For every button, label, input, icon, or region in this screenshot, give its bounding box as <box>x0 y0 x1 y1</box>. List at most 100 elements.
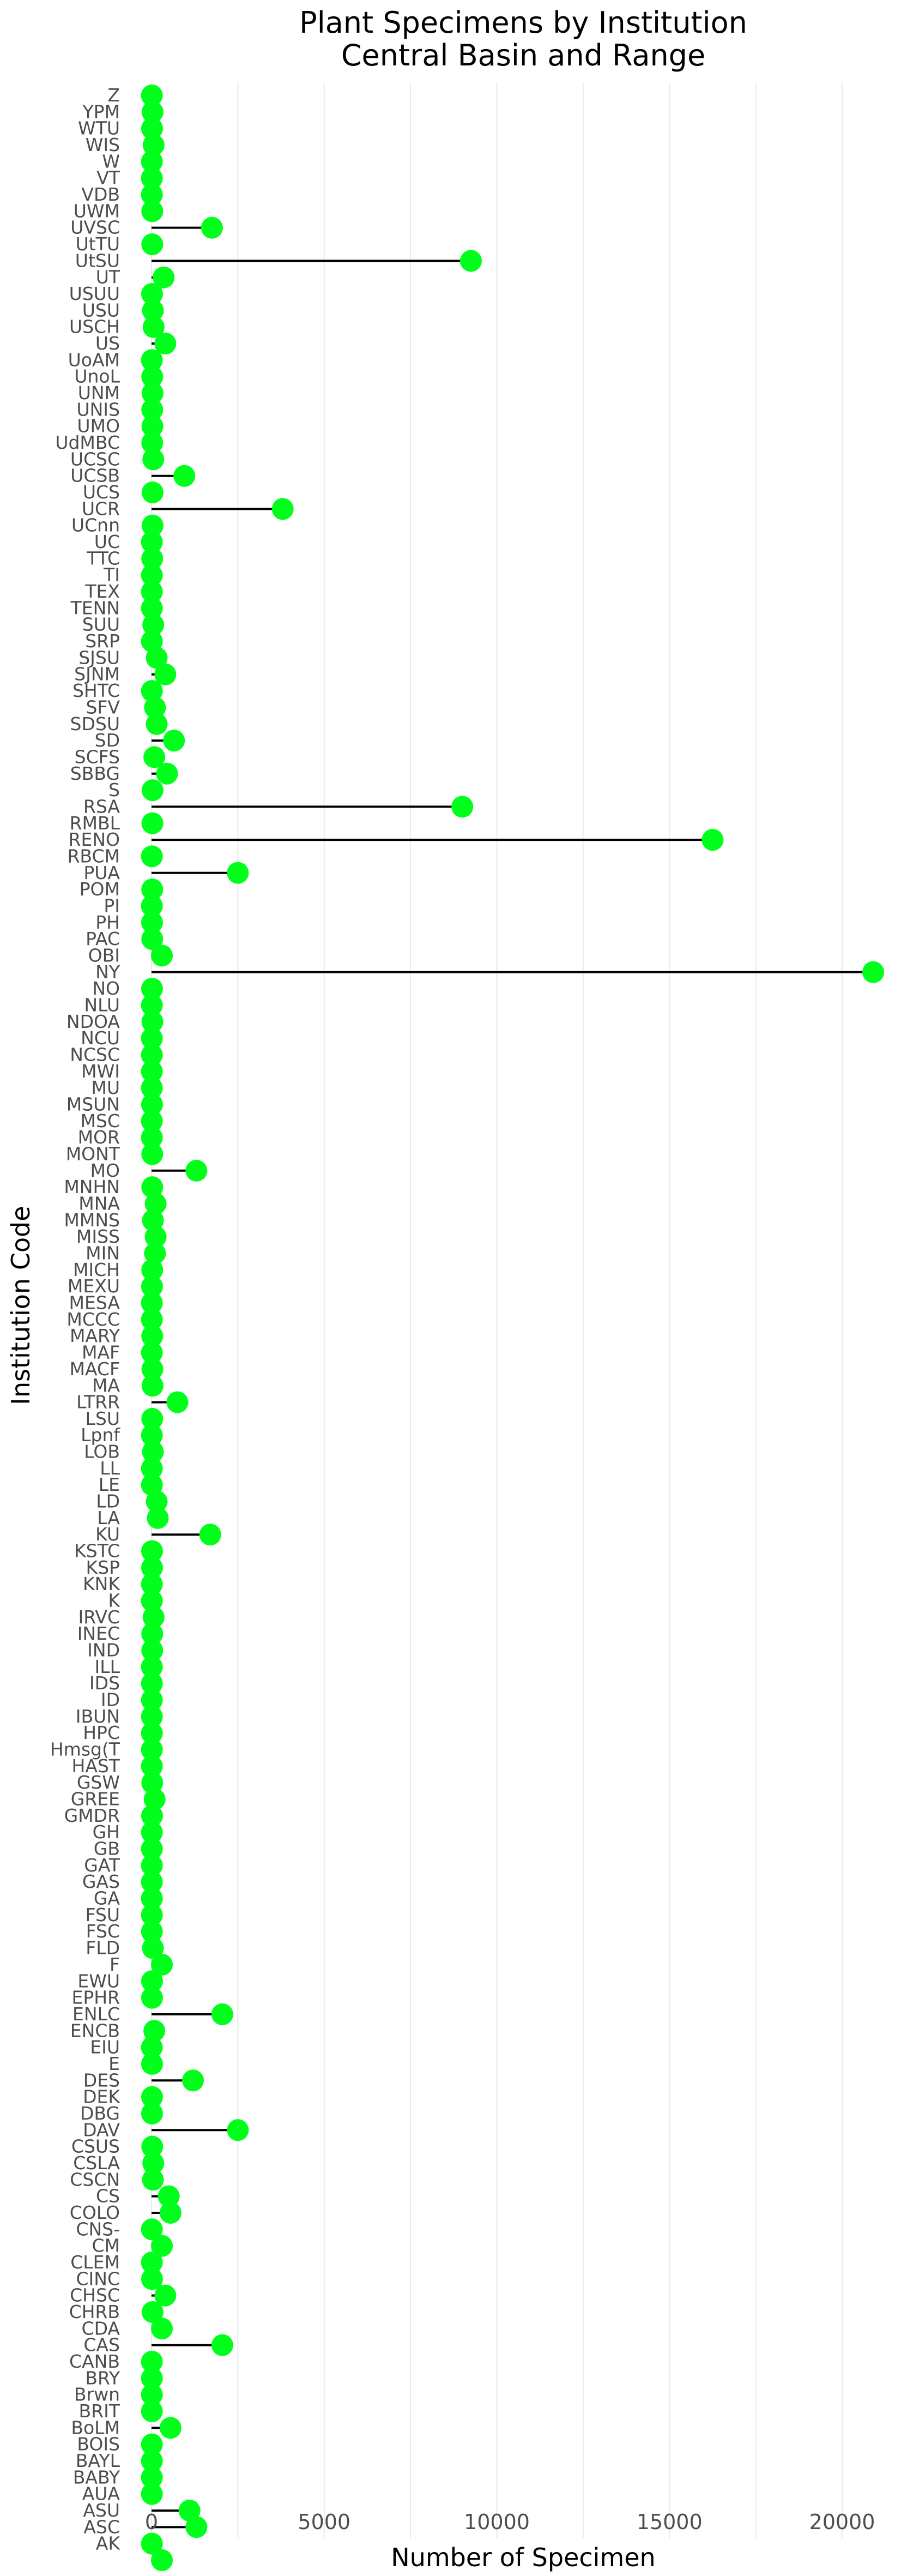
y-tick-label: UtSU <box>75 250 120 271</box>
y-tick-label: KU <box>95 1524 120 1545</box>
lollipop-point <box>199 1524 221 1546</box>
lollipop-point <box>147 1507 169 1529</box>
y-tick-label: GAT <box>84 1855 120 1876</box>
y-tick-label: AK <box>96 2533 121 2554</box>
lollipop-point <box>141 978 163 1000</box>
y-tick-label: UCSC <box>70 448 120 470</box>
y-tick-label: BAYL <box>76 2450 120 2471</box>
y-tick-label: Lpnf <box>81 1424 120 1446</box>
lollipop-point <box>141 1540 163 1562</box>
y-tick-label: RSA <box>83 796 120 817</box>
lollipop-point <box>141 1656 163 1678</box>
y-tick-label: LSU <box>86 1408 120 1429</box>
y-tick-label: NCSC <box>70 1044 120 1065</box>
lollipop-point <box>141 85 163 106</box>
y-tick-label: WTU <box>78 118 120 139</box>
y-tick-label: SDSU <box>70 713 120 735</box>
y-tick-label: UCnn <box>71 515 120 536</box>
lollipop-point <box>141 1838 163 1860</box>
y-tick-label: MNA <box>78 1193 120 1214</box>
lollipop-point <box>141 117 163 140</box>
y-tick-label: SJNM <box>74 664 120 685</box>
lollipop-point <box>141 1987 163 2009</box>
lollipop-point <box>141 2384 163 2406</box>
y-tick-label: TEX <box>84 581 120 602</box>
y-tick-label: UC <box>94 531 120 552</box>
y-tick-label: WIS <box>86 134 120 155</box>
y-tick-label: UT <box>96 267 120 288</box>
lollipop-point <box>141 1689 163 1711</box>
y-tick-label: DES <box>83 2069 120 2091</box>
y-tick-label: HAST <box>72 1755 120 1777</box>
y-tick-label: S <box>108 779 120 801</box>
lollipop-point <box>141 1738 163 1761</box>
lollipop-point <box>158 2185 180 2207</box>
lollipop-point <box>141 1887 163 1910</box>
lollipop-point <box>153 266 175 288</box>
y-tick-label: SFV <box>86 696 120 718</box>
lollipop-point <box>141 200 164 222</box>
lollipop-point <box>141 1077 163 1099</box>
y-tick-label: MESA <box>69 1292 120 1313</box>
lollipop-point <box>141 365 164 388</box>
y-tick-label: TI <box>103 564 120 586</box>
lollipop-point <box>141 415 164 437</box>
lollipop-point <box>141 2367 163 2390</box>
y-tick-label: UNIS <box>76 399 120 420</box>
lollipop-point <box>141 2102 163 2124</box>
lollipop-point <box>141 482 164 504</box>
lollipop-point <box>141 630 163 653</box>
lollipop-point <box>141 779 164 802</box>
y-tick-label: MMNS <box>64 1209 120 1231</box>
lollipop-point <box>159 2201 182 2224</box>
lollipop-point <box>201 216 223 239</box>
lollipop-point <box>173 465 196 487</box>
y-tick-label: GAS <box>82 1871 120 1892</box>
lollipop-point <box>154 2284 177 2307</box>
y-tick-label: CSUS <box>71 2136 120 2157</box>
y-tick-label: SJSU <box>78 647 120 668</box>
lollipop-point <box>143 1788 166 1810</box>
lollipop-point <box>141 1705 163 1728</box>
lollipop-point <box>141 1010 164 1033</box>
x-tick-label: 0 <box>145 2510 158 2534</box>
lollipop-point <box>211 2003 233 2025</box>
y-tick-label: GH <box>93 1821 120 1843</box>
y-tick-label: EWU <box>77 1970 120 1991</box>
lollipop-point <box>141 2350 163 2373</box>
lollipop-point <box>141 101 164 123</box>
lollipop-point <box>141 2483 163 2505</box>
y-tick-label: TENN <box>70 597 120 618</box>
lollipop-point <box>141 1921 163 1943</box>
y-tick-label: W <box>102 151 120 172</box>
points <box>141 85 884 2571</box>
y-tick-label: US <box>95 333 120 354</box>
y-tick-label: NCU <box>81 1027 120 1049</box>
y-tick-label: BRY <box>85 2367 120 2388</box>
lollipop-point <box>141 151 163 173</box>
lollipop-point <box>141 1755 163 1777</box>
lollipop-point <box>141 1341 163 1364</box>
y-tick-label: USU <box>82 299 120 321</box>
lollipop-point <box>142 1937 164 1959</box>
lollipop-point <box>141 597 163 619</box>
y-tick-label: MAF <box>82 1342 120 1363</box>
y-tick-label: MU <box>91 1077 120 1098</box>
lollipop-point <box>141 167 163 189</box>
y-tick-label: GB <box>94 1838 120 1859</box>
lollipop-point <box>141 2053 163 2075</box>
lollipop-point <box>142 2152 165 2174</box>
y-tick-label: HPC <box>83 1722 120 1743</box>
y-tick-label: Z <box>107 85 120 106</box>
y-tick-label: BoLM <box>71 2417 120 2438</box>
y-tick-label: RBCM <box>67 845 120 866</box>
lollipop-point <box>141 1970 163 1993</box>
lollipop-point <box>141 1325 164 1347</box>
lollipop-point <box>141 2449 163 2472</box>
lollipop-point <box>141 928 164 950</box>
lollipop-point <box>141 845 163 868</box>
lollipop-point <box>141 1772 164 1794</box>
y-tick-label: SHTC <box>72 680 120 701</box>
y-tick-label: MEXU <box>68 1275 120 1297</box>
lollipop-point <box>141 382 164 405</box>
